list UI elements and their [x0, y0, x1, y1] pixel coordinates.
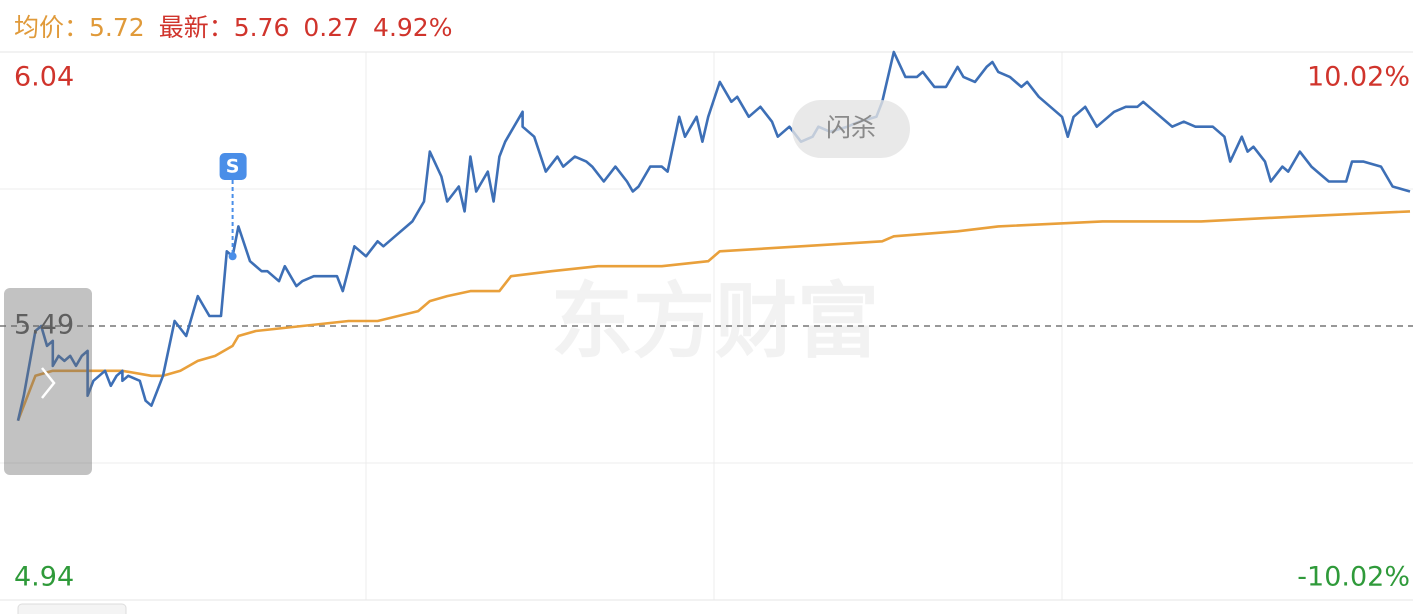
header: 均价：5.72 最新：5.76 0.27 4.92% [14, 8, 466, 48]
avg-label: 均价： [14, 13, 90, 42]
latest-label: 最新： [158, 13, 234, 42]
bottom-tab[interactable] [17, 603, 127, 614]
y2-tick-label: 10.02% [1307, 62, 1410, 93]
y-tick-label: 4.94 [14, 562, 74, 593]
signal-label: S [226, 156, 240, 178]
series-line [16, 50, 1411, 421]
y-tick-label: 5.49 [14, 310, 74, 341]
change-pct: 4.92% [373, 13, 453, 42]
y2-tick-label: -10.02% [1297, 562, 1410, 593]
y-tick-label: 6.04 [14, 62, 74, 93]
grid [0, 51, 1413, 601]
signal-badge [219, 153, 247, 180]
flash-button[interactable] [792, 100, 910, 158]
lines [16, 50, 1411, 422]
latest-value: 5.76 [233, 13, 290, 42]
signal-point [228, 252, 237, 261]
side-panel[interactable] [4, 288, 92, 475]
expand-arrow[interactable] [41, 367, 56, 399]
flash-button-label[interactable]: 闪杀 [826, 113, 876, 142]
series-line [16, 210, 1411, 422]
labels: 4.94 5.49 6.04 -10.02% 10.02% S [14, 62, 1410, 593]
watermark: 东方财富 [551, 274, 879, 369]
change: 0.27 [303, 13, 360, 42]
avg-value: 5.72 [89, 13, 145, 42]
